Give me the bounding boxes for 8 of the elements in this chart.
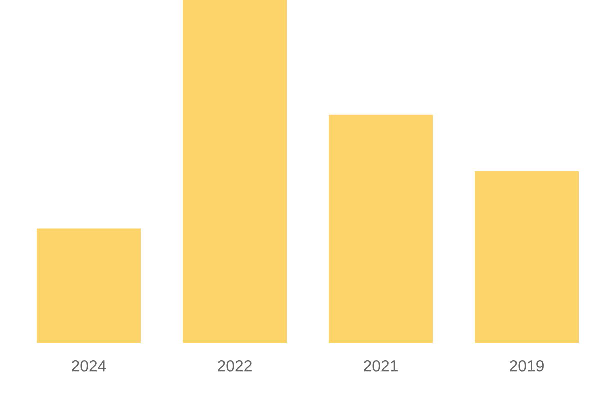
x-tick-label: 2021 (364, 360, 398, 372)
x-tick-label: 2022 (218, 360, 252, 372)
bar (475, 172, 580, 343)
x-tick-label: 2019 (510, 360, 544, 372)
bar (37, 228, 141, 343)
bar (183, 0, 288, 343)
bar (329, 114, 434, 343)
x-tick-label: 2024 (72, 360, 106, 372)
